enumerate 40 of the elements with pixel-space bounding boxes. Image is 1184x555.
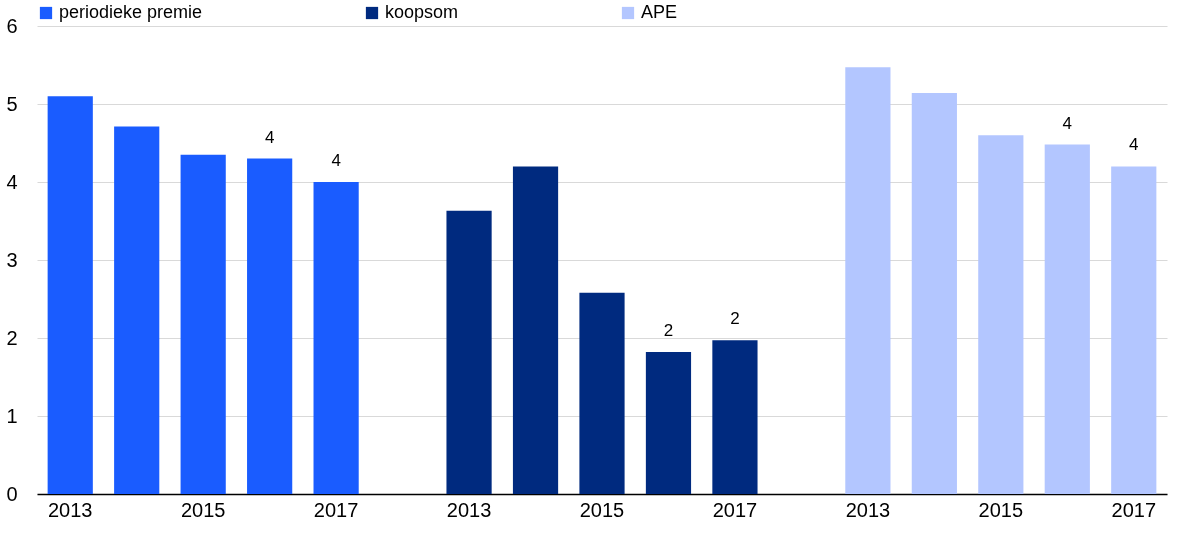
bar [1044,144,1090,494]
data-label: 2 [663,321,674,341]
bar [47,96,93,494]
bar [512,166,559,494]
y-tick-label: 5 [6,92,18,115]
bar [911,93,957,494]
bar [114,126,160,494]
data-label: 4 [1129,135,1139,155]
y-tick-label: 3 [6,248,18,271]
bar [579,292,625,494]
y-tick-label: 4 [6,170,18,193]
x-tick-label: 2015 [978,498,1024,521]
data-label: 4 [264,127,275,147]
bar [978,135,1024,494]
bar [645,352,692,494]
x-tick-label: 2017 [313,498,359,521]
x-tick-label: 2013 [845,498,891,521]
data-label: 2 [730,309,740,329]
legend-label: APE [641,2,678,22]
bar [712,340,758,494]
legend-label: periodieke premie [59,2,203,22]
legend-label: koopsom [385,2,459,22]
data-label: 4 [1062,113,1073,133]
y-tick-label: 1 [6,404,18,427]
x-tick-label: 2013 [47,498,93,521]
x-tick-label: 2017 [712,498,758,521]
y-tick-label: 6 [6,14,18,37]
bar [247,158,293,494]
bar [1111,166,1157,494]
bar [446,210,492,494]
bar [845,67,891,494]
x-tick-label: 2013 [446,498,492,521]
x-tick-label: 2015 [180,498,226,521]
y-tick-label: 2 [6,326,18,349]
y-tick-label: 0 [6,482,18,505]
bar [180,154,226,494]
x-tick-label: 2015 [579,498,625,521]
bar [313,182,359,494]
x-tick-label: 2017 [1111,498,1157,521]
data-label: 4 [331,151,341,170]
